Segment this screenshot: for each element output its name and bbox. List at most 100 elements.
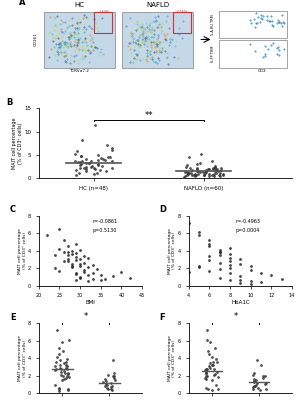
Point	[90, 163, 94, 169]
Point	[207, 267, 212, 274]
Point	[69, 264, 74, 271]
Point	[206, 386, 210, 393]
Point	[263, 380, 268, 387]
Y-axis label: MAIT cell percentage
(% of CD3⁺ cells): MAIT cell percentage (% of CD3⁺ cells)	[18, 335, 27, 381]
Point	[111, 370, 116, 376]
Point	[66, 336, 71, 343]
Point	[64, 365, 69, 371]
Point	[186, 268, 191, 275]
X-axis label: BMI: BMI	[86, 300, 95, 305]
Point	[57, 350, 62, 357]
Point	[204, 167, 209, 174]
Point	[109, 386, 114, 393]
FancyBboxPatch shape	[44, 12, 115, 68]
Point	[217, 249, 222, 256]
Point	[210, 362, 215, 368]
Point	[92, 166, 97, 172]
Point	[251, 376, 256, 382]
Point	[65, 356, 70, 362]
Point	[79, 153, 83, 159]
Point	[209, 387, 214, 393]
Point	[212, 344, 217, 351]
Point	[76, 170, 81, 176]
Point	[110, 164, 115, 171]
Point	[212, 173, 217, 180]
Point	[254, 382, 258, 388]
Point	[228, 245, 232, 251]
Text: HC: HC	[74, 2, 84, 8]
Point	[82, 268, 87, 275]
Point	[104, 378, 108, 384]
Point	[53, 252, 58, 258]
Point	[66, 370, 70, 376]
Point	[184, 168, 189, 175]
Point	[53, 359, 58, 366]
Point	[69, 251, 74, 257]
Point	[108, 154, 112, 160]
Point	[185, 172, 190, 179]
Point	[197, 232, 201, 238]
Point	[89, 158, 94, 165]
Text: CD161: CD161	[34, 32, 38, 46]
Point	[90, 261, 95, 268]
Point	[255, 356, 260, 363]
Point	[86, 160, 91, 166]
Point	[248, 267, 253, 273]
Point	[203, 368, 208, 375]
Point	[53, 367, 58, 373]
Point	[105, 385, 110, 392]
Point	[215, 166, 219, 172]
Point	[228, 258, 232, 264]
Point	[109, 145, 114, 151]
Point	[110, 383, 114, 389]
Point	[202, 172, 207, 178]
Point	[74, 167, 79, 173]
Point	[205, 327, 210, 333]
Point	[74, 270, 78, 277]
Point	[82, 253, 87, 259]
Point	[106, 371, 111, 378]
Point	[194, 168, 199, 174]
Point	[57, 385, 62, 391]
Point	[82, 165, 87, 172]
Point	[192, 171, 196, 178]
Point	[221, 170, 226, 177]
Point	[211, 166, 215, 172]
Text: *: *	[234, 312, 238, 321]
Point	[217, 247, 222, 253]
Point	[207, 363, 212, 369]
Point	[78, 165, 83, 172]
Point	[213, 356, 218, 362]
Point	[212, 163, 217, 169]
Point	[208, 339, 212, 346]
Point	[203, 375, 208, 381]
Point	[212, 168, 217, 174]
Point	[228, 261, 232, 268]
FancyBboxPatch shape	[218, 40, 287, 68]
Point	[186, 171, 191, 177]
Y-axis label: MAIT cell percentage
(% of CD3⁺ cells): MAIT cell percentage (% of CD3⁺ cells)	[168, 228, 176, 274]
Point	[62, 376, 67, 382]
Point	[197, 264, 201, 271]
Point	[217, 275, 222, 281]
Text: A: A	[18, 0, 25, 7]
Point	[193, 173, 198, 180]
Text: r=-0.4963: r=-0.4963	[235, 219, 260, 224]
Point	[185, 170, 190, 176]
Point	[74, 276, 78, 283]
Point	[92, 165, 97, 171]
Point	[195, 165, 200, 172]
Point	[214, 358, 219, 365]
FancyBboxPatch shape	[122, 12, 193, 68]
Point	[259, 362, 264, 368]
Point	[228, 277, 232, 284]
Point	[210, 171, 215, 178]
Point	[61, 258, 66, 264]
Point	[238, 261, 243, 267]
Point	[78, 247, 83, 253]
Point	[208, 365, 213, 371]
Point	[260, 375, 265, 381]
Point	[220, 171, 225, 178]
Text: TCRVα7.2: TCRVα7.2	[69, 69, 89, 73]
Point	[214, 170, 219, 176]
